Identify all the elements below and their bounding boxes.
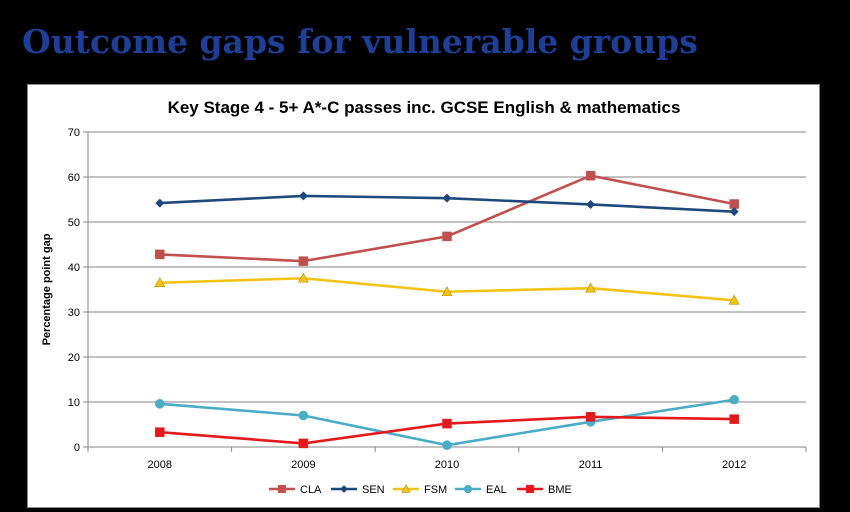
- data-point-sen: [298, 191, 308, 201]
- legend-label: EAL: [486, 484, 507, 496]
- data-point-fsm: [728, 294, 740, 305]
- data-point-eal: [729, 394, 739, 405]
- data-point-sen: [155, 198, 165, 208]
- data-point-bme: [729, 414, 739, 424]
- y-tick-label: 60: [68, 172, 80, 184]
- data-point-cla: [155, 249, 165, 260]
- legend-label: CLA: [300, 484, 322, 496]
- chart-title: Key Stage 4 - 5+ A*-C passes inc. GCSE E…: [168, 98, 681, 117]
- series-lines: [154, 170, 740, 451]
- y-tick-labels: 0 10 20 30 40 50 60 70: [68, 127, 80, 454]
- data-point-sen: [586, 199, 596, 209]
- legend-swatch-marker: [401, 484, 411, 493]
- chart-panel: Key Stage 4 - 5+ A*-C passes inc. GCSE E…: [27, 84, 820, 508]
- data-point-sen: [442, 193, 452, 203]
- legend-item-cla: CLA: [269, 484, 322, 496]
- series-cla: [155, 170, 739, 266]
- legend-item-bme: BME: [517, 484, 572, 496]
- legend-label: SEN: [362, 484, 385, 496]
- data-point-bme: [298, 438, 309, 449]
- data-point-eal: [442, 440, 452, 451]
- legend-swatch-marker: [525, 484, 535, 494]
- y-tick-label: 70: [68, 127, 80, 139]
- data-point-cla: [298, 256, 309, 266]
- legend-swatch-marker: [463, 484, 473, 494]
- legend-swatch-marker: [277, 484, 287, 494]
- data-point-eal: [298, 410, 309, 421]
- x-tick-label: 2011: [579, 459, 603, 471]
- legend-item-sen: SEN: [331, 484, 385, 496]
- data-point-bme: [585, 412, 596, 422]
- legend: CLA SEN FSM EAL BME: [269, 484, 572, 496]
- x-tick-label: 2010: [435, 459, 459, 471]
- legend-item-fsm: FSM: [393, 484, 447, 496]
- series-eal: [155, 394, 739, 451]
- legend-label: BME: [548, 484, 572, 496]
- x-tick-label: 2012: [722, 459, 746, 471]
- data-point-fsm: [441, 286, 453, 297]
- gridlines: [88, 131, 806, 403]
- data-point-fsm: [297, 272, 309, 283]
- y-tick-label: 50: [68, 217, 80, 229]
- slide-title: Outcome gaps for vulnerable groups: [22, 22, 698, 61]
- series-line-cla: [159, 174, 735, 263]
- y-tick-label: 0: [74, 442, 80, 454]
- series-sen: [155, 191, 739, 217]
- line-chart: Key Stage 4 - 5+ A*-C passes inc. GCSE E…: [41, 98, 807, 496]
- y-axis-label: Percentage point gap: [41, 233, 53, 345]
- data-point-cla: [585, 170, 596, 181]
- data-point-bme: [155, 427, 165, 437]
- x-tick-label: 2009: [291, 459, 315, 471]
- data-point-bme: [442, 418, 452, 429]
- data-point-eal: [155, 399, 165, 409]
- y-tick-label: 40: [68, 262, 80, 274]
- data-point-sen: [729, 207, 739, 217]
- y-tick-label: 30: [68, 307, 80, 319]
- y-tick-label: 10: [68, 397, 80, 409]
- legend-swatch-marker: [340, 485, 348, 493]
- y-tick-label: 20: [68, 352, 80, 364]
- series-fsm: [154, 272, 740, 305]
- x-tick-labels: 2008 2009 2010 2011 2012: [148, 459, 747, 471]
- series-bme: [155, 412, 739, 449]
- legend-item-eal: EAL: [455, 484, 507, 496]
- data-point-fsm: [585, 282, 597, 293]
- legend-label: FSM: [424, 484, 447, 496]
- data-point-fsm: [154, 277, 166, 288]
- data-point-cla: [442, 231, 452, 242]
- x-tick-label: 2008: [148, 459, 172, 471]
- data-point-cla: [729, 199, 739, 209]
